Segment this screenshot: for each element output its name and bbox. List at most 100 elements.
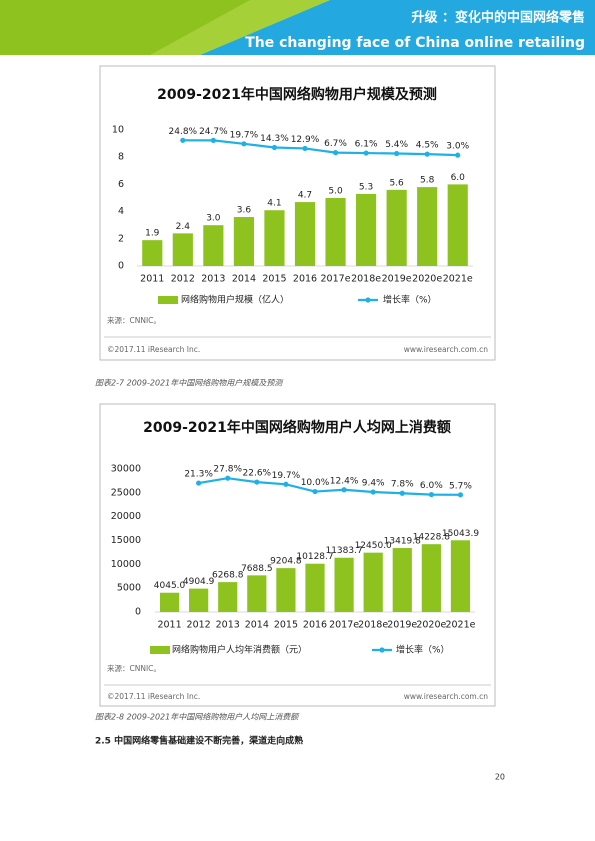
website: www.iresearch.com.cn <box>404 345 489 354</box>
bar-value-label: 14228.8 <box>413 533 450 543</box>
y-tick-label: 25000 <box>111 487 141 498</box>
bar <box>159 592 180 612</box>
rate-value-label: 14.3% <box>260 134 289 144</box>
rate-value-label: 5.7% <box>449 481 472 491</box>
bar <box>189 588 209 612</box>
rate-point <box>394 150 400 157</box>
bar-value-label: 5.3 <box>359 182 373 192</box>
x-tick-label: 2013 <box>216 620 240 631</box>
y-tick-label: 15000 <box>111 535 141 546</box>
bar-value-label: 10128.7 <box>296 552 333 562</box>
rate-point <box>370 489 376 495</box>
source-note: 来源：CNNIC。 <box>107 316 161 325</box>
y-tick-label: 5000 <box>117 583 141 594</box>
rate-point <box>271 144 278 151</box>
x-tick-label: 2015 <box>262 274 286 285</box>
x-tick-label: 2018e <box>358 620 388 631</box>
rate-point <box>225 475 231 481</box>
rate-point <box>254 479 260 485</box>
rate-point <box>399 490 405 496</box>
y-tick-label: 20000 <box>111 511 141 522</box>
bar-value-label: 9204.8 <box>270 557 302 567</box>
rate-value-label: 21.3% <box>184 470 213 480</box>
y-tick-label: 0 <box>135 607 141 618</box>
x-tick-label: 2011 <box>140 274 164 285</box>
bar-value-label: 4904.9 <box>183 577 215 587</box>
rate-value-label: 27.8% <box>213 465 242 475</box>
bar-value-label: 5.0 <box>328 187 343 197</box>
x-tick-label: 2021e <box>443 274 473 285</box>
legend-swatch <box>365 297 371 303</box>
legend-label: 网络购物用户人均年消费额（元） <box>172 644 307 656</box>
rate-value-label: 10.0% <box>301 478 330 488</box>
x-tick-label: 2020e <box>412 274 442 285</box>
section-heading: 2.5 中国网络零售基础建设不断完善，渠道走向成熟 <box>95 735 303 747</box>
rate-point <box>428 491 434 498</box>
x-tick-label: 2014 <box>245 620 269 631</box>
rate-point <box>424 151 430 157</box>
header-accent <box>150 0 330 55</box>
copyright: ©2017.11 iResearch Inc. <box>107 692 200 701</box>
bar <box>392 548 412 612</box>
rate-point <box>341 487 347 493</box>
bar <box>264 210 285 266</box>
x-tick-label: 2016 <box>303 620 327 631</box>
bar <box>247 575 267 612</box>
rate-value-label: 4.5% <box>416 141 439 151</box>
rate-line <box>198 477 461 496</box>
bar <box>203 225 224 266</box>
x-tick-label: 2017e <box>329 620 359 631</box>
copyright: ©2017.11 iResearch Inc. <box>107 345 200 354</box>
bar <box>325 198 346 266</box>
rate-value-label: 7.8% <box>391 480 414 490</box>
rate-point <box>210 137 216 144</box>
y-tick-label: 8 <box>118 152 124 163</box>
legend-label: 增长率（%） <box>383 294 437 306</box>
bar-value-label: 6268.8 <box>212 571 244 581</box>
figure-caption: 图表2-8 2009-2021年中国网络购物用户人均网上消费额 <box>95 713 300 722</box>
bar-value-label: 5.8 <box>420 176 435 186</box>
bar <box>334 557 354 612</box>
bar-value-label: 12450.0 <box>355 541 392 551</box>
rate-value-label: 3.0% <box>446 142 469 152</box>
bar-value-label: 3.0 <box>206 214 221 224</box>
legend-label: 增长率（%） <box>396 644 450 656</box>
x-tick-label: 2015 <box>274 620 298 631</box>
rate-value-label: 19.7% <box>272 471 301 481</box>
legend-label: 网络购物用户规模（亿人） <box>181 294 289 306</box>
bar-value-label: 11383.7 <box>325 546 362 556</box>
rate-point <box>455 152 461 158</box>
header-title: 升级 ：变化中的中国网络零售 <box>411 10 585 26</box>
x-tick-label: 2021e <box>445 620 475 631</box>
bar-value-label: 7688.5 <box>241 564 273 574</box>
chart-title: 2009-2021年中国网络购物用户人均网上消费额 <box>143 419 451 436</box>
rate-value-label: 6.1% <box>355 140 378 150</box>
bar <box>363 552 383 612</box>
rate-value-label: 24.8% <box>169 127 198 137</box>
rate-point <box>312 488 318 495</box>
bar-value-label: 1.9 <box>145 229 160 239</box>
bar-value-label: 6.0 <box>451 173 466 183</box>
rate-value-label: 24.7% <box>199 127 228 137</box>
bar <box>386 189 407 266</box>
rate-point <box>457 492 464 498</box>
website: www.iresearch.com.cn <box>404 692 489 701</box>
x-tick-label: 2014 <box>232 274 256 285</box>
rate-point <box>363 150 369 156</box>
header-blue <box>200 0 595 55</box>
page-number: 20 <box>495 773 505 782</box>
rate-value-label: 5.4% <box>385 140 408 150</box>
x-tick-label: 2018e <box>351 274 381 285</box>
y-tick-label: 6 <box>118 179 124 190</box>
bar-value-label: 15043.9 <box>442 529 479 539</box>
bar <box>294 202 316 266</box>
bar <box>305 563 325 612</box>
x-tick-label: 2012 <box>187 620 211 631</box>
rate-value-label: 22.6% <box>243 469 272 479</box>
figure-caption: 图表2-7 2009-2021年中国网络购物用户规模及预测 <box>95 379 284 388</box>
bar <box>218 582 238 612</box>
bar <box>356 193 377 266</box>
rate-point <box>196 480 202 486</box>
bar <box>421 544 441 612</box>
